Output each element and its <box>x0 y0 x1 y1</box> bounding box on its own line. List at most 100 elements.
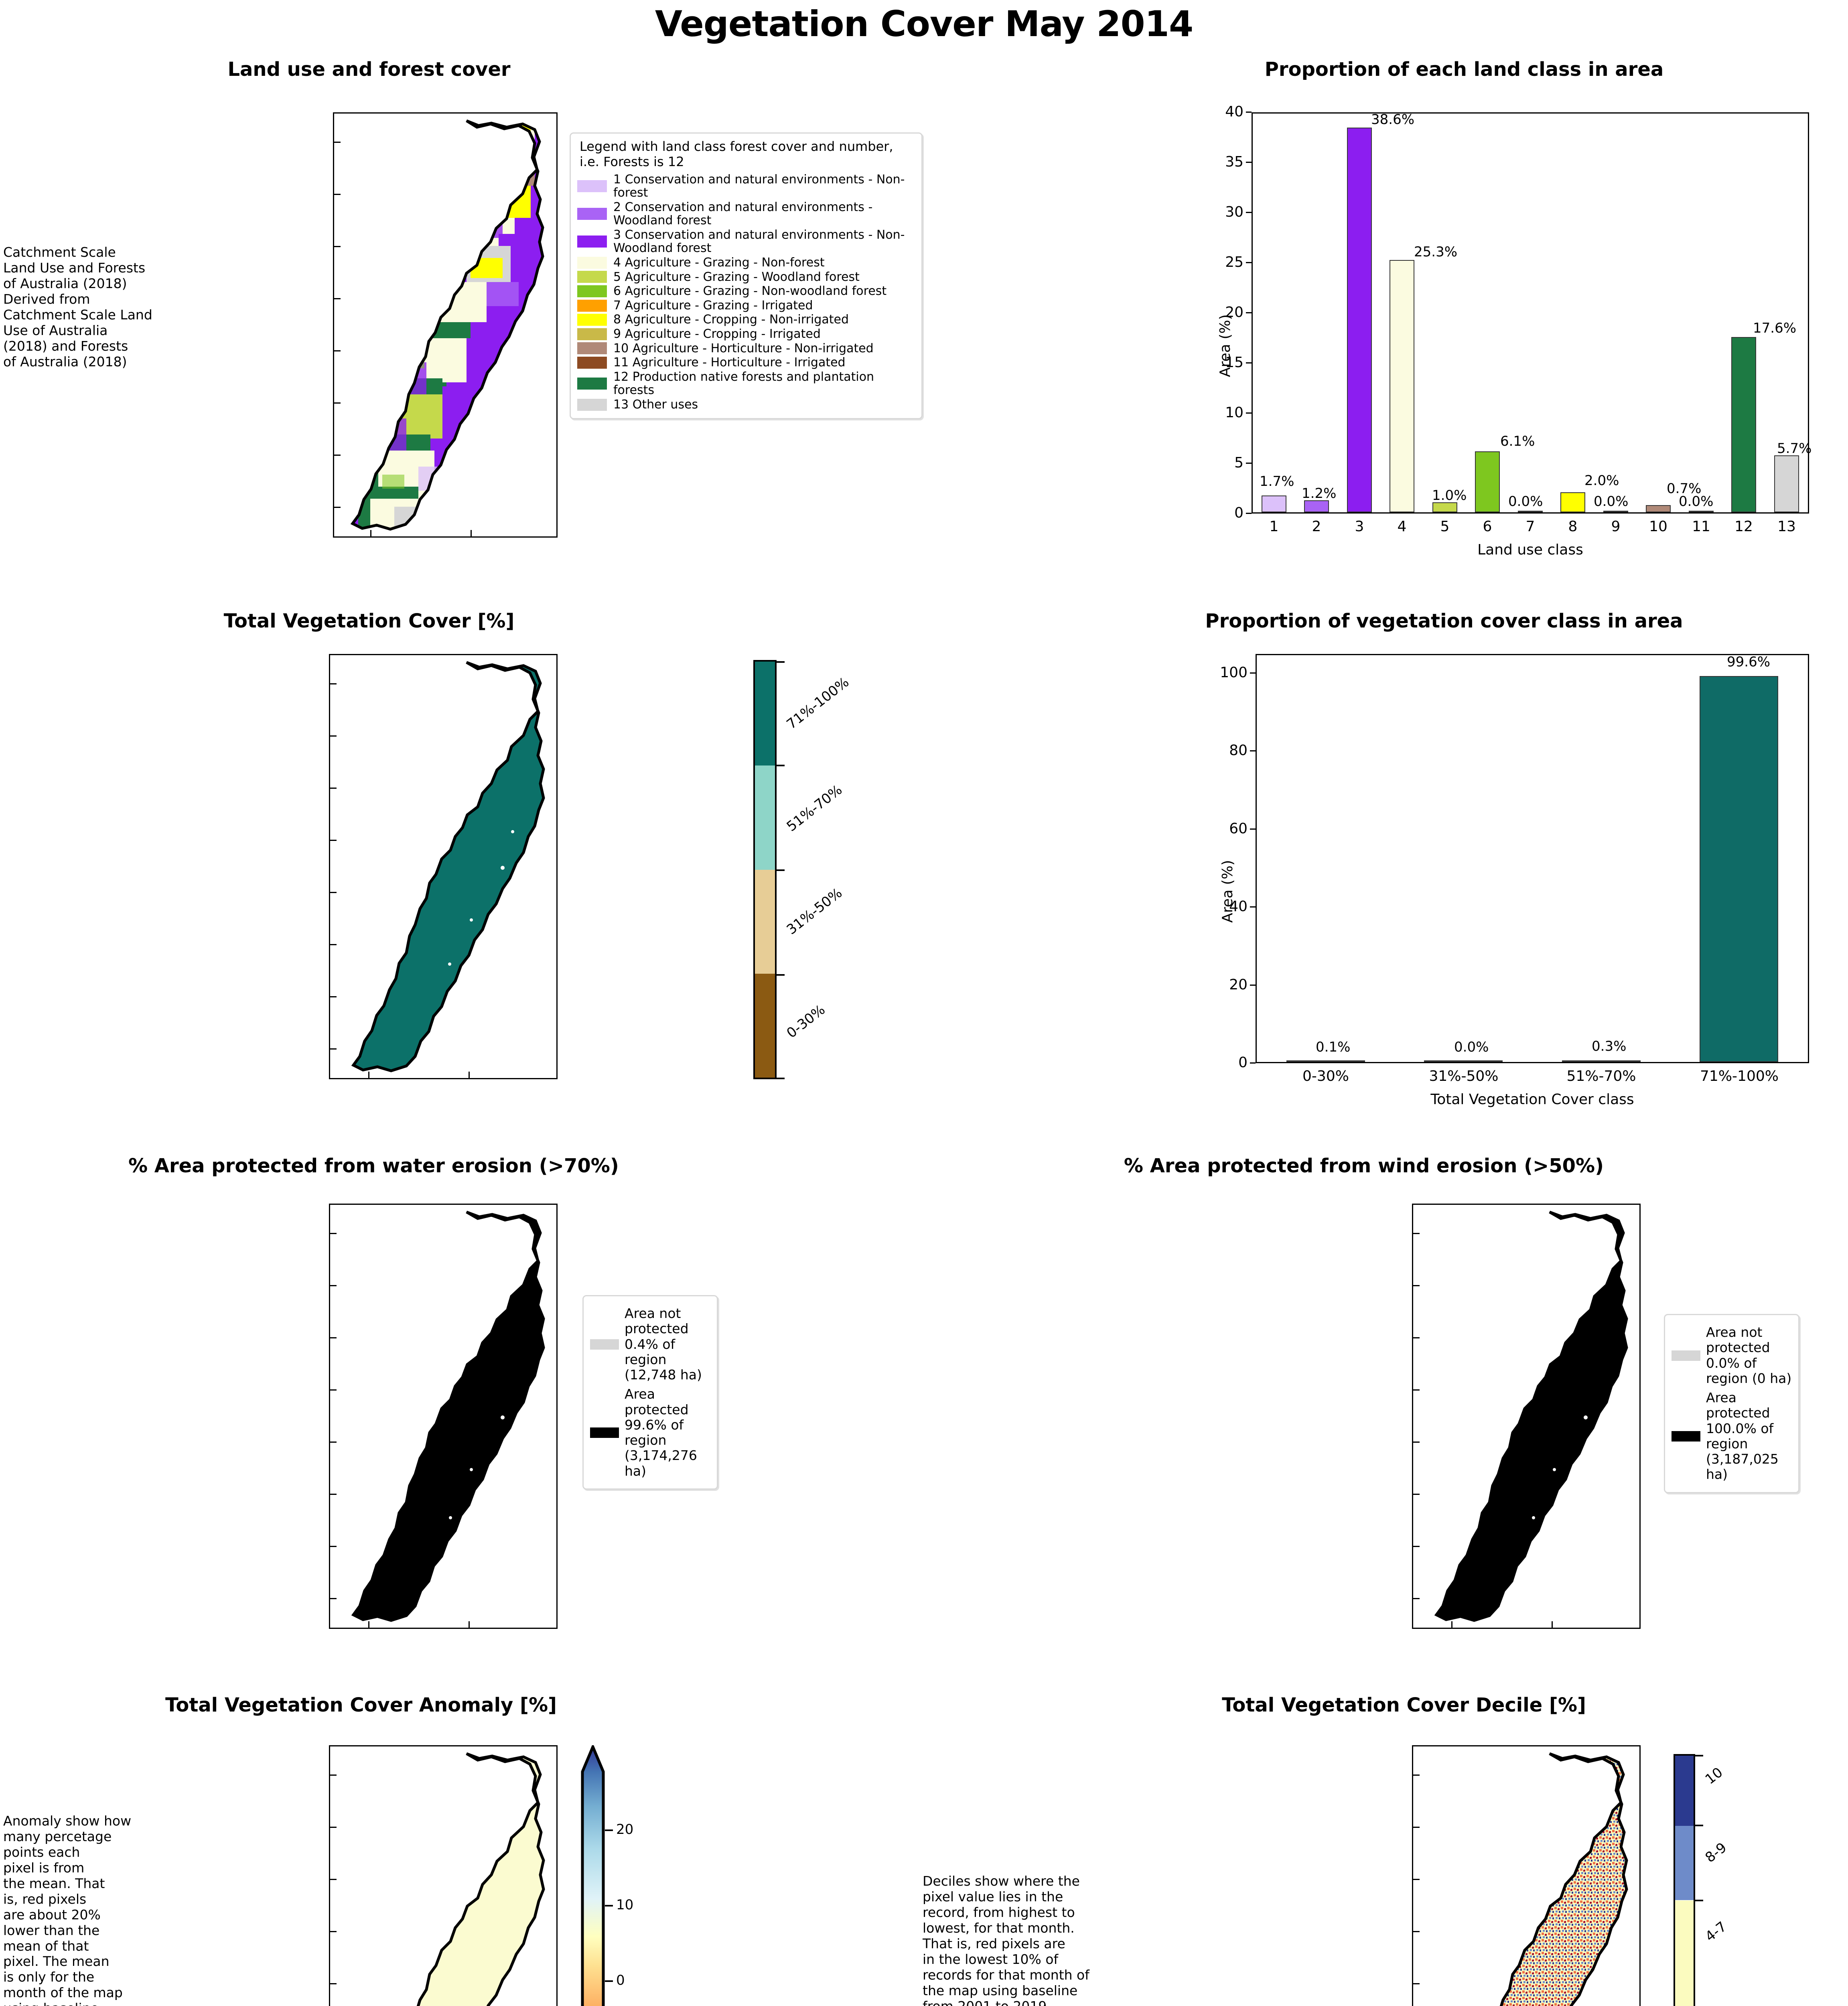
x-tick-label: 10 <box>1649 518 1667 535</box>
x-tick-label: 8 <box>1568 518 1578 535</box>
bar-class-4[interactable] <box>1390 260 1414 512</box>
bar-class-9[interactable] <box>1603 511 1628 512</box>
bar-veg-0-30[interactable] <box>1286 1060 1365 1062</box>
y-tick-label: 0 <box>1234 505 1243 521</box>
y-tick-label: 60 <box>1229 820 1248 837</box>
anomaly-map-graphic <box>416 1752 545 2006</box>
legend-swatch-icon <box>577 357 607 369</box>
legend-item-label: 6 Agriculture - Grazing - Non-woodland f… <box>613 284 887 298</box>
legend-item[interactable]: Area not protected 0.4% of region (12,74… <box>590 1306 710 1383</box>
bar-value-label: 38.6% <box>1371 112 1415 128</box>
bar-class-3[interactable] <box>1347 128 1372 512</box>
legend-item-label: 11 Agriculture - Horticulture - Irrigate… <box>613 355 846 370</box>
legend-item[interactable]: 3 Conservation and natural environments … <box>577 228 915 255</box>
legend-item[interactable]: 6 Agriculture - Grazing - Non-woodland f… <box>577 284 915 298</box>
bar-value-label: 25.3% <box>1414 244 1458 260</box>
x-tick-label: 3 <box>1355 518 1364 535</box>
bar-value-label: 0.0% <box>1454 1039 1489 1055</box>
legend-item[interactable]: 12 Production native forests and plantat… <box>577 370 915 397</box>
cbar-segment-10 <box>1675 1756 1694 1826</box>
y-tick-label: 100 <box>1220 664 1248 681</box>
bar-value-label: 1.0% <box>1432 487 1467 504</box>
legend-item[interactable]: 13 Other uses <box>577 398 915 412</box>
legend-item[interactable]: Area protected 100.0% of region (3,187,0… <box>1672 1390 1792 1482</box>
legend-item-label: Area protected 100.0% of region (3,187,0… <box>1706 1390 1779 1482</box>
bar-class-1[interactable] <box>1262 495 1286 512</box>
bar-veg-51-70[interactable] <box>1562 1060 1641 1062</box>
bar-class-11[interactable] <box>1689 511 1714 512</box>
legend-swatch-icon <box>577 299 607 312</box>
wind-erosion-legend: Area not protected 0.0% of region (0 ha)… <box>1664 1314 1799 1493</box>
legend-swatch-icon <box>590 1427 619 1438</box>
veg-cover-map-graphic <box>351 661 545 1072</box>
x-tick-label: 0-30% <box>1302 1068 1349 1084</box>
legend-item[interactable]: 1 Conservation and natural environments … <box>577 173 915 200</box>
cbar-label-31-50: 31%-50% <box>783 885 846 938</box>
legend-item-label: 1 Conservation and natural environments … <box>613 172 905 200</box>
bar-class-2[interactable] <box>1304 500 1329 512</box>
veg-cover-colorbar[interactable] <box>753 660 777 1079</box>
legend-item-label: 8 Agriculture - Cropping - Non-irrigated <box>613 313 849 327</box>
veg-cover-map[interactable] <box>329 654 558 1079</box>
land-use-map-graphic <box>350 119 544 531</box>
legend-item[interactable]: 8 Agriculture - Cropping - Non-irrigated <box>577 313 915 327</box>
y-tick-label: 20 <box>1229 977 1248 993</box>
land-use-legend-title: Legend with land class forest cover and … <box>580 139 893 169</box>
legend-swatch-icon <box>590 1339 619 1350</box>
cbar-label-0-30: 0-30% <box>783 1001 828 1042</box>
land-use-map[interactable] <box>333 112 558 538</box>
bar-class-7[interactable] <box>1518 511 1543 512</box>
x-tick-label: 71%-100% <box>1700 1068 1779 1084</box>
legend-swatch-icon <box>577 271 607 283</box>
decile-colorbar[interactable] <box>1674 1754 1695 2006</box>
bar-class-10[interactable] <box>1646 505 1671 512</box>
bar-class-8[interactable] <box>1560 492 1585 512</box>
bar-value-label: 0.1% <box>1316 1039 1351 1055</box>
legend-item[interactable]: 9 Agriculture - Cropping - Irrigated <box>577 327 915 341</box>
veg-cover-chart: Area (%) 0 20 40 60 80 100 0.1% 0.0% 0.3… <box>1203 654 1813 1108</box>
legend-item-label: Area protected 99.6% of region (3,174,27… <box>625 1386 697 1479</box>
legend-swatch-icon <box>577 256 607 269</box>
anomaly-colorbar[interactable] <box>581 1743 605 2006</box>
bar-class-5[interactable] <box>1432 502 1457 512</box>
bar-value-label: 1.7% <box>1260 473 1294 489</box>
bar-class-6[interactable] <box>1475 451 1500 512</box>
anomaly-tick-20: 20 <box>616 1821 634 1837</box>
x-tick-label: 2 <box>1312 518 1321 535</box>
land-use-source-note: Catchment Scale Land Use and Forests of … <box>3 244 152 370</box>
bar-class-13[interactable] <box>1774 455 1799 512</box>
bar-veg-31-50[interactable] <box>1424 1060 1503 1062</box>
page-title: Vegetation Cover May 2014 <box>655 3 1193 45</box>
anomaly-colorbar-graphic <box>581 1743 605 2006</box>
bar-veg-71-100[interactable] <box>1700 676 1778 1062</box>
cbar-label-51-70: 51%-70% <box>783 782 846 835</box>
bar-class-12[interactable] <box>1731 337 1756 512</box>
wind-erosion-panel-title: % Area protected from wind erosion (>50%… <box>1124 1155 1604 1177</box>
x-tick-label: 51%-70% <box>1566 1068 1636 1084</box>
legend-item[interactable]: Area not protected 0.0% of region (0 ha) <box>1672 1324 1792 1386</box>
cbar-segment-4-7 <box>1675 1900 1694 2006</box>
cbar-label-71-100: 71%-100% <box>783 674 852 733</box>
legend-item[interactable]: 4 Agriculture - Grazing - Non-forest <box>577 256 915 270</box>
legend-item[interactable]: 2 Conservation and natural environments … <box>577 200 915 227</box>
legend-swatch-icon <box>577 398 607 411</box>
legend-item-label: 4 Agriculture - Grazing - Non-forest <box>613 256 825 270</box>
y-tick-label: 30 <box>1225 204 1243 220</box>
legend-swatch-icon <box>577 314 607 326</box>
legend-item[interactable]: 7 Agriculture - Grazing - Irrigated <box>577 299 915 313</box>
wind-erosion-map[interactable] <box>1412 1204 1641 1629</box>
anomaly-note: Anomaly show how many percetage points e… <box>3 1813 132 2006</box>
decile-label-4-7: 4-7 <box>1702 1919 1730 1945</box>
legend-item[interactable]: Area protected 99.6% of region (3,174,27… <box>590 1387 710 1479</box>
x-tick-label: 11 <box>1692 518 1710 535</box>
x-tick-label: 5 <box>1440 518 1450 535</box>
water-erosion-map[interactable] <box>329 1204 558 1629</box>
legend-item[interactable]: 10 Agriculture - Horticulture - Non-irri… <box>577 342 915 355</box>
legend-item-label: 9 Agriculture - Cropping - Irrigated <box>613 327 821 341</box>
anomaly-map[interactable] <box>329 1745 558 2006</box>
bar-value-label: 17.6% <box>1753 320 1797 336</box>
legend-item[interactable]: 5 Agriculture - Grazing - Woodland fores… <box>577 270 915 284</box>
legend-item[interactable]: 11 Agriculture - Horticulture - Irrigate… <box>577 356 915 370</box>
legend-swatch-icon <box>577 378 607 390</box>
decile-map[interactable] <box>1412 1745 1641 2006</box>
